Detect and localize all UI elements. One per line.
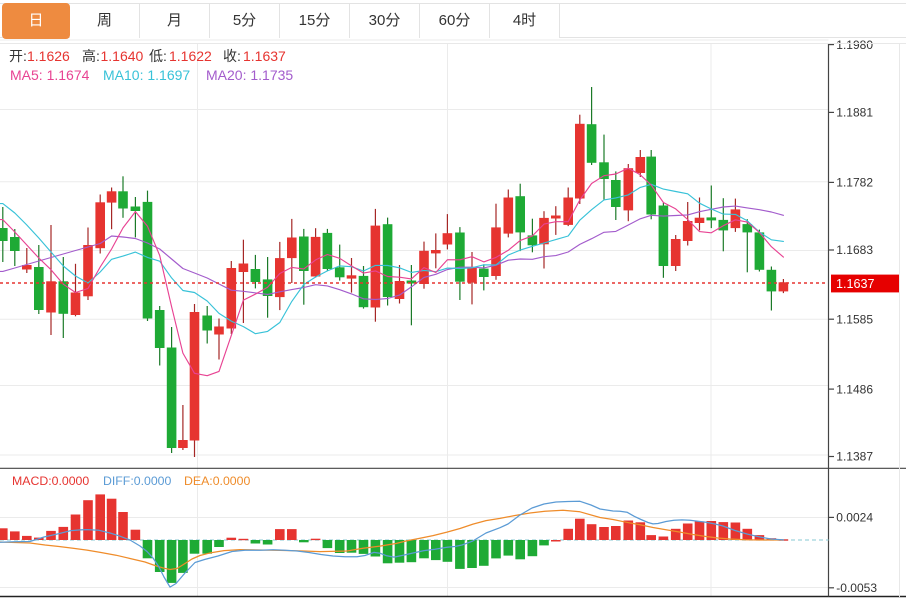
svg-text:1.1387: 1.1387	[836, 450, 873, 464]
svg-text:-0.0053: -0.0053	[836, 581, 877, 595]
svg-text:DEA:0.0000: DEA:0.0000	[184, 474, 250, 488]
svg-text:1.1637: 1.1637	[836, 277, 875, 291]
svg-text:DIFF:0.0000: DIFF:0.0000	[103, 474, 172, 488]
svg-text:高:: 高:	[82, 48, 100, 64]
svg-text:低:: 低:	[149, 48, 167, 64]
svg-text:1.1626: 1.1626	[27, 48, 70, 64]
svg-text:1.1486: 1.1486	[836, 382, 873, 396]
svg-text:1.1782: 1.1782	[836, 176, 873, 190]
svg-text:1.1683: 1.1683	[836, 243, 873, 257]
svg-text:MA5: 1.1674: MA5: 1.1674	[10, 67, 90, 83]
svg-text:0.0024: 0.0024	[836, 511, 873, 525]
svg-text:1.1622: 1.1622	[169, 48, 212, 64]
svg-text:1.1585: 1.1585	[836, 312, 873, 326]
svg-text:1.1980: 1.1980	[836, 38, 873, 52]
svg-text:收:: 收:	[223, 48, 241, 64]
svg-text:1.1640: 1.1640	[101, 48, 144, 64]
svg-text:1.1881: 1.1881	[836, 106, 873, 120]
svg-text:MA10: 1.1697: MA10: 1.1697	[103, 67, 190, 83]
svg-text:1.1637: 1.1637	[243, 48, 286, 64]
svg-text:开:: 开:	[9, 48, 27, 64]
svg-text:MACD:0.0000: MACD:0.0000	[12, 474, 89, 488]
svg-text:MA20: 1.1735: MA20: 1.1735	[206, 67, 293, 83]
